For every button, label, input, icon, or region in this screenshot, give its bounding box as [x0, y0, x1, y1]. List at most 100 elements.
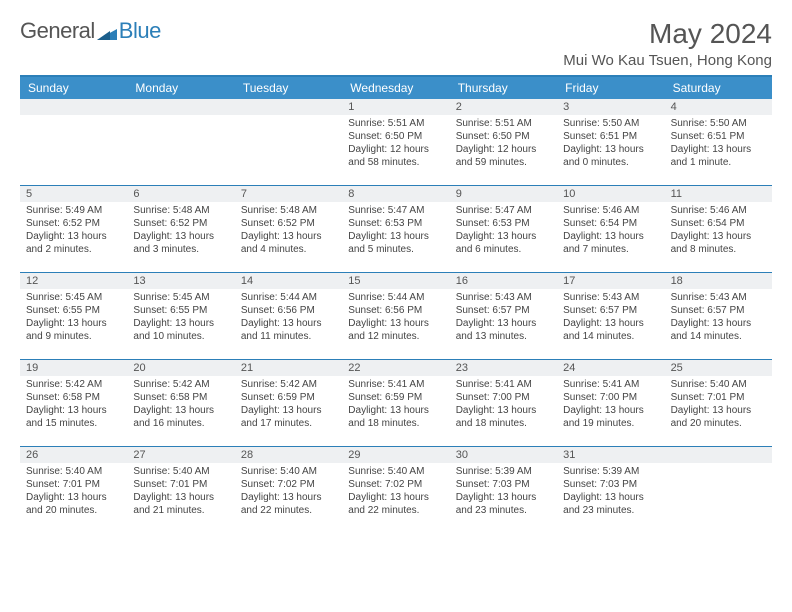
header: General Blue May 2024 Mui Wo Kau Tsuen, …	[20, 18, 772, 69]
day-body	[235, 115, 342, 121]
daylight-text: Daylight: 13 hours and 21 minutes.	[133, 491, 228, 517]
day-number: 31	[557, 447, 664, 463]
sunset-text: Sunset: 6:56 PM	[348, 304, 443, 317]
calendar-cell: 21Sunrise: 5:42 AMSunset: 6:59 PMDayligh…	[235, 360, 342, 446]
sunset-text: Sunset: 6:52 PM	[241, 217, 336, 230]
calendar-week: 1Sunrise: 5:51 AMSunset: 6:50 PMDaylight…	[20, 99, 772, 185]
sunrise-text: Sunrise: 5:43 AM	[563, 291, 658, 304]
sunset-text: Sunset: 7:03 PM	[456, 478, 551, 491]
daylight-text: Daylight: 13 hours and 7 minutes.	[563, 230, 658, 256]
sunset-text: Sunset: 6:57 PM	[671, 304, 766, 317]
sunset-text: Sunset: 6:59 PM	[348, 391, 443, 404]
weekday-label: Saturday	[665, 77, 772, 99]
day-number: 20	[127, 360, 234, 376]
sunset-text: Sunset: 6:59 PM	[241, 391, 336, 404]
calendar: Sunday Monday Tuesday Wednesday Thursday…	[20, 75, 772, 533]
sunrise-text: Sunrise: 5:48 AM	[241, 204, 336, 217]
daylight-text: Daylight: 13 hours and 11 minutes.	[241, 317, 336, 343]
sunset-text: Sunset: 6:52 PM	[133, 217, 228, 230]
daylight-text: Daylight: 13 hours and 4 minutes.	[241, 230, 336, 256]
calendar-cell: 16Sunrise: 5:43 AMSunset: 6:57 PMDayligh…	[450, 273, 557, 359]
day-body: Sunrise: 5:50 AMSunset: 6:51 PMDaylight:…	[665, 115, 772, 173]
calendar-cell	[235, 99, 342, 185]
sunset-text: Sunset: 7:02 PM	[241, 478, 336, 491]
daylight-text: Daylight: 13 hours and 8 minutes.	[671, 230, 766, 256]
day-number: 26	[20, 447, 127, 463]
day-body: Sunrise: 5:48 AMSunset: 6:52 PMDaylight:…	[235, 202, 342, 260]
calendar-cell: 5Sunrise: 5:49 AMSunset: 6:52 PMDaylight…	[20, 186, 127, 272]
day-body	[665, 463, 772, 469]
brand-part2: Blue	[119, 18, 161, 44]
calendar-cell: 27Sunrise: 5:40 AMSunset: 7:01 PMDayligh…	[127, 447, 234, 533]
day-number: 24	[557, 360, 664, 376]
daylight-text: Daylight: 13 hours and 14 minutes.	[563, 317, 658, 343]
sunset-text: Sunset: 6:57 PM	[563, 304, 658, 317]
sunrise-text: Sunrise: 5:44 AM	[348, 291, 443, 304]
sunrise-text: Sunrise: 5:48 AM	[133, 204, 228, 217]
calendar-cell	[665, 447, 772, 533]
calendar-cell: 1Sunrise: 5:51 AMSunset: 6:50 PMDaylight…	[342, 99, 449, 185]
sunset-text: Sunset: 6:54 PM	[563, 217, 658, 230]
day-body: Sunrise: 5:43 AMSunset: 6:57 PMDaylight:…	[665, 289, 772, 347]
calendar-cell: 8Sunrise: 5:47 AMSunset: 6:53 PMDaylight…	[342, 186, 449, 272]
day-number: 1	[342, 99, 449, 115]
daylight-text: Daylight: 13 hours and 23 minutes.	[563, 491, 658, 517]
daylight-text: Daylight: 13 hours and 0 minutes.	[563, 143, 658, 169]
sunrise-text: Sunrise: 5:40 AM	[26, 465, 121, 478]
sunrise-text: Sunrise: 5:45 AM	[133, 291, 228, 304]
sunrise-text: Sunrise: 5:43 AM	[671, 291, 766, 304]
calendar-cell: 9Sunrise: 5:47 AMSunset: 6:53 PMDaylight…	[450, 186, 557, 272]
location: Mui Wo Kau Tsuen, Hong Kong	[563, 52, 772, 69]
calendar-cell	[127, 99, 234, 185]
day-number: 10	[557, 186, 664, 202]
day-body: Sunrise: 5:46 AMSunset: 6:54 PMDaylight:…	[665, 202, 772, 260]
daylight-text: Daylight: 13 hours and 20 minutes.	[671, 404, 766, 430]
day-body: Sunrise: 5:46 AMSunset: 6:54 PMDaylight:…	[557, 202, 664, 260]
day-body	[127, 115, 234, 121]
month-title: May 2024	[563, 18, 772, 50]
day-number	[20, 99, 127, 115]
calendar-cell: 15Sunrise: 5:44 AMSunset: 6:56 PMDayligh…	[342, 273, 449, 359]
day-body	[20, 115, 127, 121]
sunset-text: Sunset: 6:58 PM	[26, 391, 121, 404]
sunrise-text: Sunrise: 5:40 AM	[241, 465, 336, 478]
day-body: Sunrise: 5:44 AMSunset: 6:56 PMDaylight:…	[342, 289, 449, 347]
sunset-text: Sunset: 6:55 PM	[26, 304, 121, 317]
day-body: Sunrise: 5:51 AMSunset: 6:50 PMDaylight:…	[342, 115, 449, 173]
sunset-text: Sunset: 6:51 PM	[671, 130, 766, 143]
day-body: Sunrise: 5:41 AMSunset: 7:00 PMDaylight:…	[450, 376, 557, 434]
day-body: Sunrise: 5:40 AMSunset: 7:01 PMDaylight:…	[665, 376, 772, 434]
day-body: Sunrise: 5:51 AMSunset: 6:50 PMDaylight:…	[450, 115, 557, 173]
calendar-cell: 17Sunrise: 5:43 AMSunset: 6:57 PMDayligh…	[557, 273, 664, 359]
calendar-cell: 24Sunrise: 5:41 AMSunset: 7:00 PMDayligh…	[557, 360, 664, 446]
day-number: 15	[342, 273, 449, 289]
day-body: Sunrise: 5:41 AMSunset: 6:59 PMDaylight:…	[342, 376, 449, 434]
daylight-text: Daylight: 13 hours and 18 minutes.	[456, 404, 551, 430]
day-body: Sunrise: 5:42 AMSunset: 6:59 PMDaylight:…	[235, 376, 342, 434]
daylight-text: Daylight: 13 hours and 2 minutes.	[26, 230, 121, 256]
sunrise-text: Sunrise: 5:41 AM	[563, 378, 658, 391]
sunrise-text: Sunrise: 5:40 AM	[671, 378, 766, 391]
weekday-label: Sunday	[20, 77, 127, 99]
sunset-text: Sunset: 7:01 PM	[671, 391, 766, 404]
calendar-cell: 22Sunrise: 5:41 AMSunset: 6:59 PMDayligh…	[342, 360, 449, 446]
sunrise-text: Sunrise: 5:41 AM	[348, 378, 443, 391]
day-number: 6	[127, 186, 234, 202]
calendar-cell: 2Sunrise: 5:51 AMSunset: 6:50 PMDaylight…	[450, 99, 557, 185]
daylight-text: Daylight: 13 hours and 13 minutes.	[456, 317, 551, 343]
daylight-text: Daylight: 13 hours and 10 minutes.	[133, 317, 228, 343]
day-number	[235, 99, 342, 115]
calendar-cell: 28Sunrise: 5:40 AMSunset: 7:02 PMDayligh…	[235, 447, 342, 533]
sunset-text: Sunset: 7:02 PM	[348, 478, 443, 491]
calendar-cell: 14Sunrise: 5:44 AMSunset: 6:56 PMDayligh…	[235, 273, 342, 359]
day-number: 19	[20, 360, 127, 376]
day-number: 18	[665, 273, 772, 289]
sunset-text: Sunset: 6:57 PM	[456, 304, 551, 317]
day-body: Sunrise: 5:45 AMSunset: 6:55 PMDaylight:…	[127, 289, 234, 347]
calendar-cell: 4Sunrise: 5:50 AMSunset: 6:51 PMDaylight…	[665, 99, 772, 185]
day-body: Sunrise: 5:50 AMSunset: 6:51 PMDaylight:…	[557, 115, 664, 173]
sunset-text: Sunset: 7:01 PM	[26, 478, 121, 491]
sunrise-text: Sunrise: 5:42 AM	[133, 378, 228, 391]
day-number: 30	[450, 447, 557, 463]
sunrise-text: Sunrise: 5:50 AM	[671, 117, 766, 130]
